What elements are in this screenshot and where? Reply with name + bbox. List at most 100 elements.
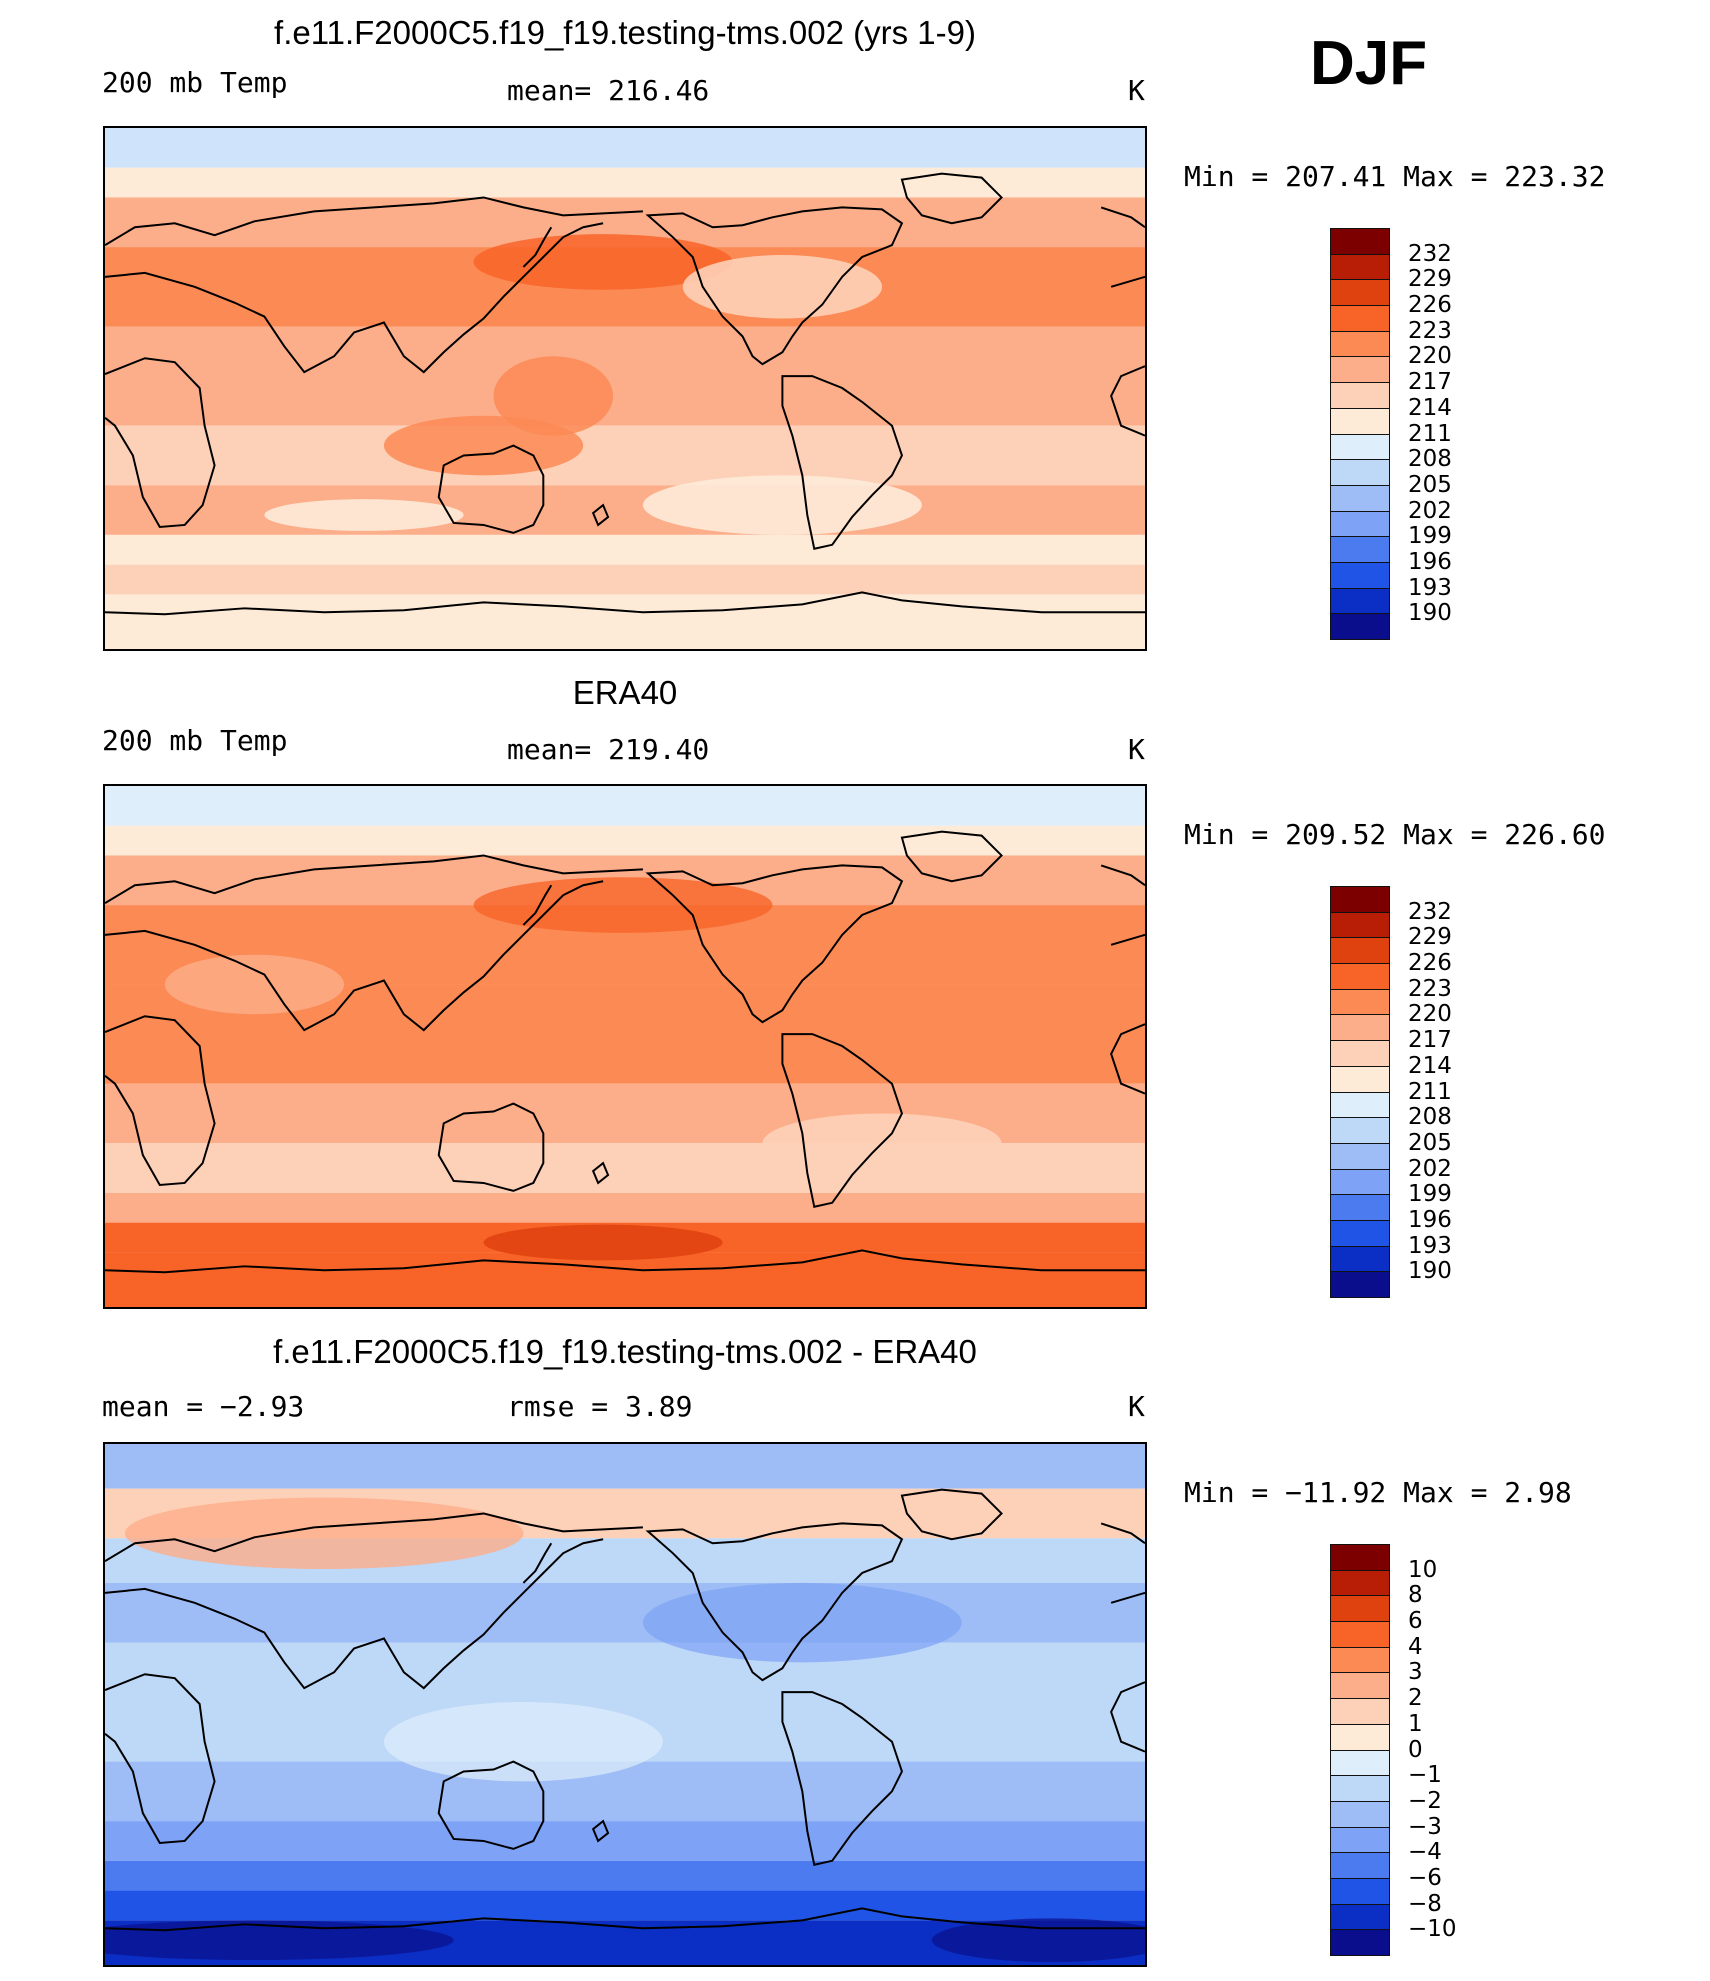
colorbar-swatch <box>1330 279 1390 307</box>
colorbar-swatch <box>1330 1065 1390 1093</box>
colorbar-label: 220 <box>1408 343 1452 370</box>
colorbar-label: 4 <box>1408 1633 1423 1660</box>
colorbar-swatch <box>1330 1245 1390 1273</box>
panel-1-title: f.e11.F2000C5.f19_f19.testing-tms.002 (y… <box>274 14 976 51</box>
panel-1-map <box>103 126 1147 651</box>
colorbar-label: 2 <box>1408 1685 1423 1712</box>
colorbar-label: 229 <box>1408 266 1452 293</box>
colorbar-label: 196 <box>1408 548 1452 575</box>
colorbar-label: 202 <box>1408 1155 1452 1182</box>
panel-3-left-label: mean = −2.93 <box>102 1390 305 1423</box>
colorbar-label: 217 <box>1408 369 1452 396</box>
coastline <box>591 1819 610 1843</box>
colorbar-swatch <box>1330 886 1390 913</box>
colorbar-swatch <box>1330 382 1390 409</box>
coastline <box>105 196 643 246</box>
coastline <box>1110 1681 1145 1753</box>
coastline <box>105 222 604 374</box>
panel-1-units: K <box>1128 74 1145 107</box>
panel-2-colorbar: 232 229 226 223 220 217 214 211 208 205 202 199 196 1… <box>1330 886 1470 1298</box>
colorbar-swatch <box>1330 1569 1390 1597</box>
colorbar-swatch <box>1330 1877 1390 1905</box>
colorbar-swatch <box>1330 1271 1390 1298</box>
colorbar-swatch <box>1330 1219 1390 1247</box>
colorbar-label: 232 <box>1408 898 1452 925</box>
coastline <box>781 1033 904 1208</box>
coastline <box>522 1542 553 1584</box>
colorbar-label: 208 <box>1408 446 1452 473</box>
colorbar-label: 226 <box>1408 950 1452 977</box>
colorbar-label: 193 <box>1408 574 1452 601</box>
colorbar-swatch <box>1330 1672 1390 1700</box>
colorbar-label: 199 <box>1408 523 1452 550</box>
season-label: DJF <box>1310 29 1428 98</box>
colorbar-label: −1 <box>1408 1762 1442 1789</box>
colorbar-swatch <box>1330 1091 1390 1119</box>
colorbar-label: 190 <box>1408 1258 1452 1285</box>
map-field <box>105 1444 1145 1965</box>
panel-3-colorbar: 10 8 6 4 3 2 1 0 −1 −2 −3 −4 −6 −8 −10 <box>1330 1544 1470 1956</box>
colorbar-label: 208 <box>1408 1104 1452 1131</box>
colorbar-label: 1 <box>1408 1710 1423 1737</box>
panel-2-center-label: mean= 219.40 <box>507 733 710 766</box>
colorbar-label: 226 <box>1408 292 1452 319</box>
coastline <box>645 1522 904 1682</box>
colorbar-label: 8 <box>1408 1582 1423 1609</box>
colorbar-label: 232 <box>1408 240 1452 267</box>
panel-2-minmax: Min = 209.52 Max = 226.60 <box>1184 818 1606 851</box>
coastline <box>105 1512 643 1562</box>
coastline <box>437 1760 545 1850</box>
colorbar-label: −10 <box>1408 1916 1457 1943</box>
colorbar-swatch <box>1330 1168 1390 1196</box>
colorbar-label: 211 <box>1408 420 1452 447</box>
coastline <box>105 591 1145 616</box>
panel-2-map <box>103 784 1147 1309</box>
coastline <box>1100 206 1145 229</box>
colorbar-label: 0 <box>1408 1736 1423 1763</box>
colorbar-swatch <box>1330 228 1390 255</box>
coastline <box>781 375 904 550</box>
colorbar-swatch <box>1330 1014 1390 1042</box>
colorbar-swatch <box>1330 1800 1390 1828</box>
coastline <box>781 1691 904 1866</box>
coastline <box>1110 1023 1145 1095</box>
coastline <box>105 1015 216 1186</box>
colorbar-swatch <box>1330 1142 1390 1170</box>
panel-1-minmax: Min = 207.41 Max = 223.32 <box>1184 160 1606 193</box>
colorbar-swatch <box>1330 1826 1390 1854</box>
coastline <box>105 357 216 528</box>
colorbar-label: 220 <box>1408 1001 1452 1028</box>
panel-2-title: ERA40 <box>572 674 678 711</box>
colorbar-swatch <box>1330 587 1390 615</box>
panel-1-center-label: mean= 216.46 <box>507 74 710 107</box>
colorbar-label: 211 <box>1408 1078 1452 1105</box>
colorbar-swatch <box>1330 253 1390 281</box>
colorbar-label: 190 <box>1408 600 1452 627</box>
colorbar-label: 193 <box>1408 1232 1452 1259</box>
coastline <box>105 854 643 904</box>
colorbar-swatch <box>1330 1040 1390 1067</box>
panel-2-left-label: 200 mb Temp <box>102 724 288 757</box>
coastline <box>105 1538 604 1690</box>
panel-3-title: f.e11.F2000C5.f19_f19.testing-tms.002 - … <box>273 1333 977 1370</box>
map-field <box>105 786 1145 1307</box>
panel-3-units: K <box>1128 1390 1145 1423</box>
colorbar-label: 202 <box>1408 497 1452 524</box>
colorbar-label: 223 <box>1408 317 1452 344</box>
colorbar-swatch <box>1330 963 1390 990</box>
coastline <box>1110 1591 1145 1604</box>
colorbar-label: 3 <box>1408 1659 1423 1686</box>
coastline <box>1110 365 1145 437</box>
colorbar-label: 223 <box>1408 975 1452 1002</box>
coastline <box>1110 933 1145 946</box>
colorbar-swatch <box>1330 1723 1390 1751</box>
colorbar-label: −8 <box>1408 1890 1442 1917</box>
colorbar-swatch <box>1330 1646 1390 1674</box>
coastline <box>437 1102 545 1192</box>
coastline <box>900 1488 1003 1541</box>
colorbar-swatch <box>1330 356 1390 384</box>
coastline <box>105 1907 1145 1932</box>
colorbar-label: −3 <box>1408 1813 1442 1840</box>
panel-3-map <box>103 1442 1147 1967</box>
coastline <box>1100 1522 1145 1545</box>
